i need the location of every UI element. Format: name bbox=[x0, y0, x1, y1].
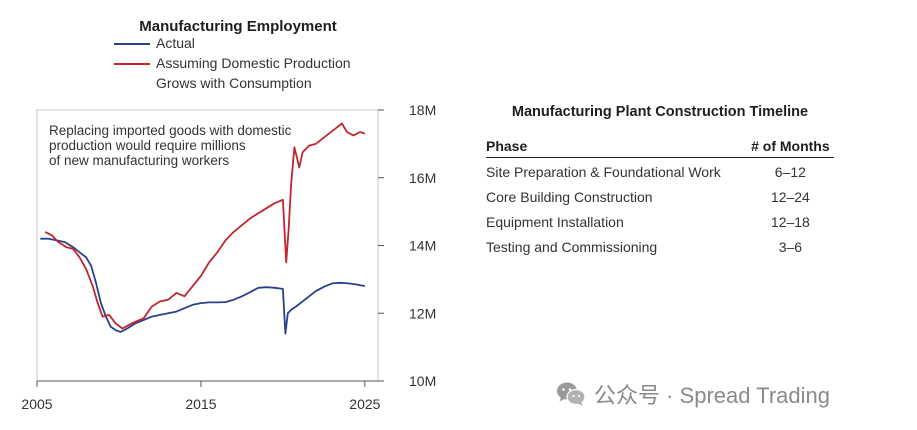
annotation-line: production would require millions bbox=[49, 138, 246, 153]
chart-title: Manufacturing Employment bbox=[139, 18, 337, 35]
phase-cell: Equipment Installation bbox=[486, 214, 624, 230]
months-cell: 12–24 bbox=[770, 189, 810, 205]
watermark: 公众号 · Spread Trading bbox=[556, 378, 830, 410]
phase-cell: Testing and Commissioning bbox=[486, 239, 658, 255]
x-axis: 2005 2015 2025 bbox=[21, 380, 381, 412]
series-layer bbox=[40, 122, 366, 335]
annotation-line: Replacing imported goods with domestic bbox=[49, 123, 292, 138]
wechat-icon bbox=[557, 382, 586, 406]
chart-annotation: Replacing imported goods with domesticpr… bbox=[49, 123, 292, 168]
x-tick-label: 2025 bbox=[349, 396, 380, 412]
x-tick-label: 2005 bbox=[21, 396, 52, 412]
y-tick-label: 18M bbox=[409, 102, 436, 118]
y-tick-label: 10M bbox=[409, 373, 436, 389]
table-title: Manufacturing Plant Construction Timelin… bbox=[511, 104, 809, 120]
y-tick-label: 16M bbox=[409, 170, 436, 186]
annotation-line: of new manufacturing workers bbox=[49, 153, 229, 168]
legend-label: Actual bbox=[156, 35, 195, 51]
table-row: Core Building Construction 12–24 bbox=[486, 183, 834, 208]
table-header-row: Phase # of Months bbox=[486, 136, 834, 158]
series-line-actual bbox=[40, 237, 366, 335]
watermark-text: 公众号 · Spread Trading bbox=[594, 383, 830, 408]
phase-cell: Site Preparation & Foundational Work bbox=[486, 164, 721, 180]
months-cell: 12–18 bbox=[770, 214, 810, 230]
table-row: Testing and Commissioning 3–6 bbox=[486, 233, 834, 258]
months-cell: 6–12 bbox=[774, 164, 806, 180]
y-tick-label: 12M bbox=[409, 305, 436, 321]
timeline-table: Phase # of Months Site Preparation & Fou… bbox=[486, 136, 834, 258]
months-cell: 3–6 bbox=[778, 239, 803, 255]
chart-legend: Actual Assuming Domestic Production Grows … bbox=[114, 35, 351, 91]
series-line-domestic-production bbox=[44, 122, 366, 330]
legend-label: Grows with Consumption bbox=[156, 75, 312, 91]
x-tick-label: 2015 bbox=[185, 396, 216, 412]
y-tick-label: 14M bbox=[409, 238, 436, 254]
header-phase: Phase bbox=[486, 136, 747, 158]
phase-cell: Core Building Construction bbox=[486, 189, 653, 205]
header-months: # of Months bbox=[746, 136, 834, 158]
legend-label: Assuming Domestic Production bbox=[156, 55, 351, 71]
table-row: Site Preparation & Foundational Work 6–1… bbox=[486, 158, 834, 184]
y-axis: 10M 12M 14M 16M 18M bbox=[378, 102, 436, 389]
table-row: Equipment Installation 12–18 bbox=[486, 208, 834, 233]
construction-timeline: Manufacturing Plant Construction Timelin… bbox=[486, 104, 834, 258]
